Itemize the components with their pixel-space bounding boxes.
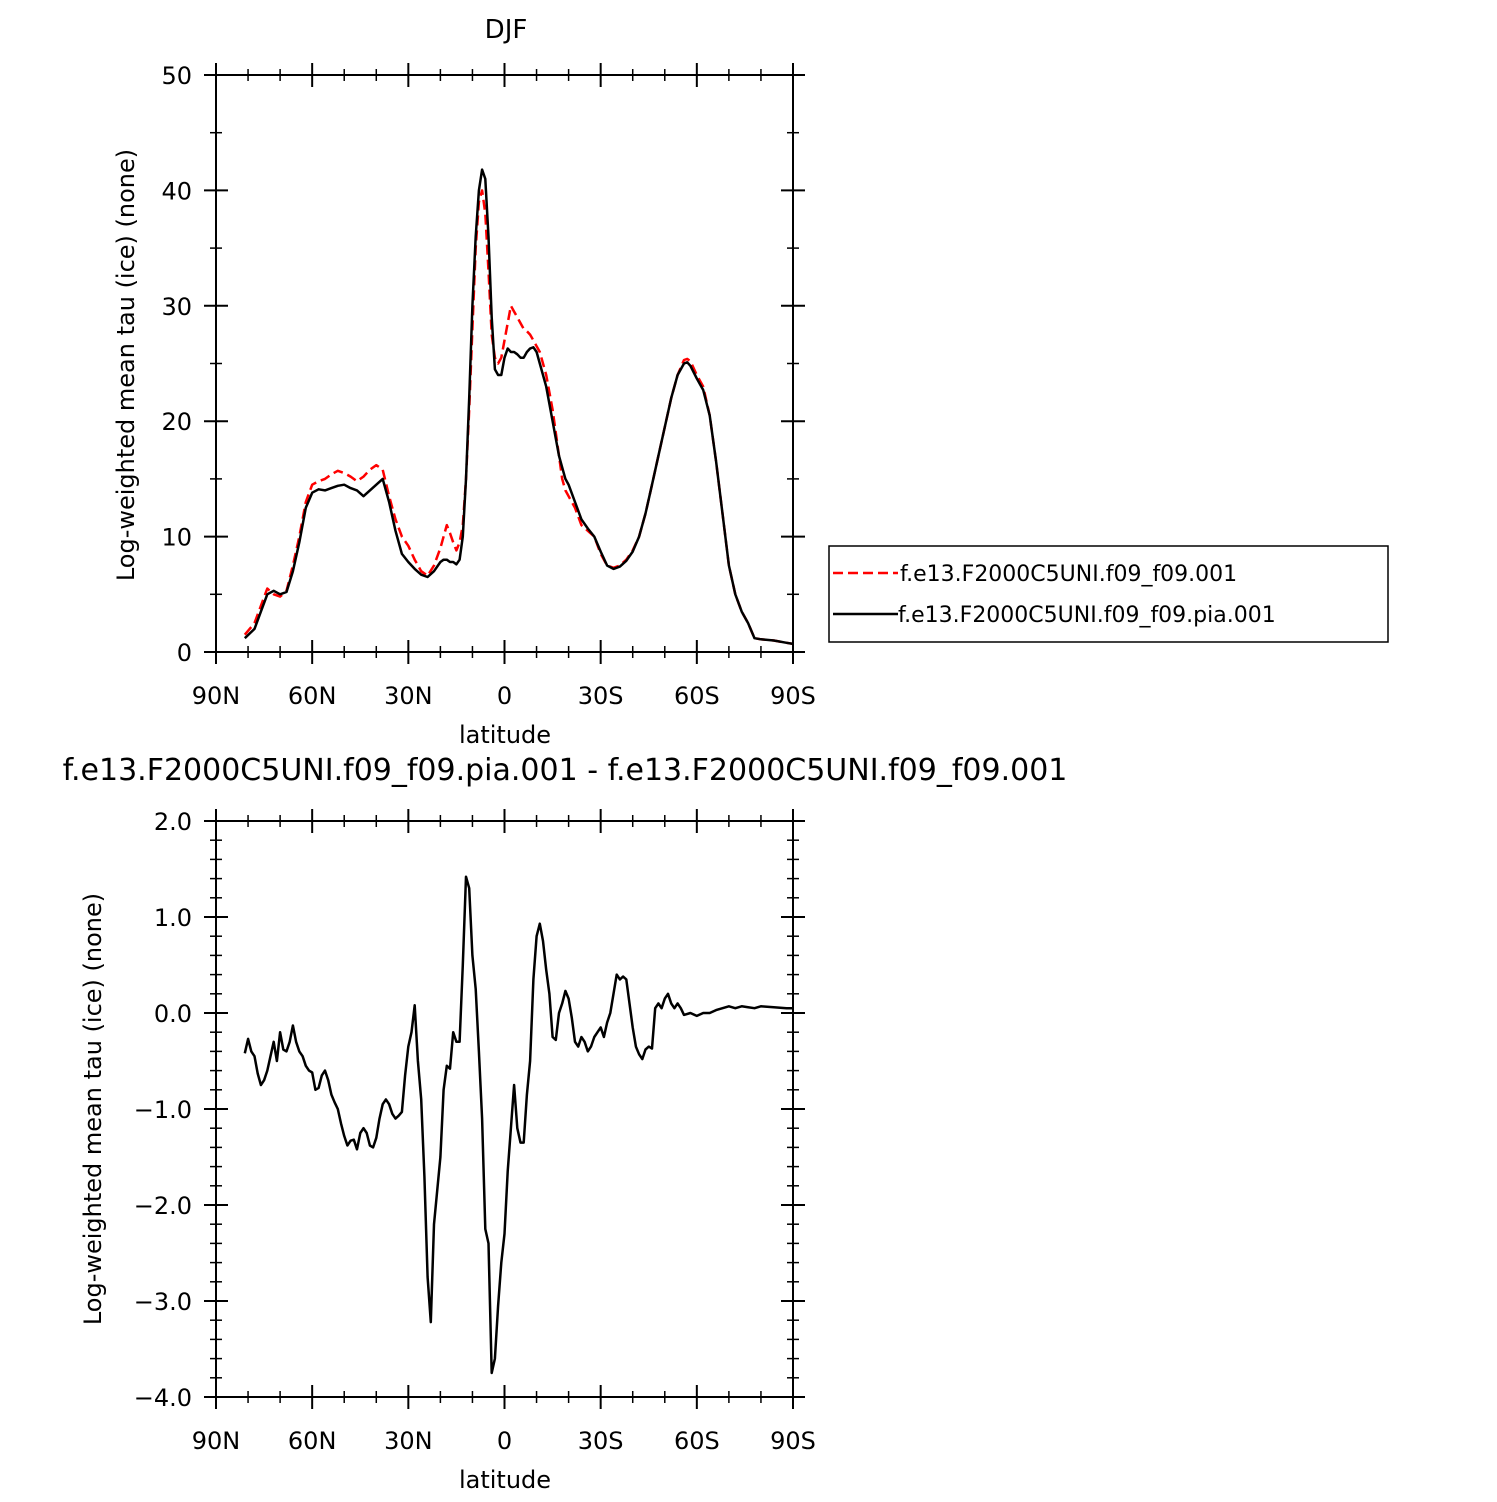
top-panel-title: DJF [485, 15, 528, 45]
legend-box [828, 545, 1389, 643]
y-tick-label: 10 [161, 524, 192, 552]
bottom-panel-title: f.e13.F2000C5UNI.f09_f09.pia.001 - f.e13… [63, 753, 1068, 788]
bottom-panel-y-ticks: 2.0 1.0 0.0 −1.0 −2.0 −3.0 −4.0 [134, 808, 805, 1412]
y-tick-label: 0.0 [154, 1000, 192, 1028]
y-tick-label: 40 [161, 177, 192, 205]
series-line-2 [243, 168, 794, 646]
x-tick-label: 30N [384, 1427, 433, 1455]
x-tick-label: 90N [192, 682, 241, 710]
x-tick-label: 90S [770, 1427, 816, 1455]
bottom-panel: f.e13.F2000C5UNI.f09_f09.pia.001 - f.e13… [63, 753, 1068, 1494]
y-tick-label: −4.0 [134, 1384, 192, 1412]
y-tick-label: −2.0 [134, 1192, 192, 1220]
bottom-panel-x-ticks: 90N 60N 30N 0 30S 60S 90S [192, 809, 816, 1455]
bottom-panel-series [243, 875, 793, 1375]
x-tick-label: 60S [674, 1427, 720, 1455]
bottom-panel-frame [215, 820, 794, 1398]
top-panel-x-axis-label: latitude [459, 721, 551, 749]
x-tick-label: 90N [192, 1427, 241, 1455]
y-tick-label: 50 [161, 62, 192, 90]
series-line-1 [243, 875, 793, 1375]
y-tick-label: 1.0 [154, 904, 192, 932]
legend-label-2: f.e13.F2000C5UNI.f09_f09.pia.001 [898, 603, 1276, 628]
x-tick-label: 30S [578, 682, 624, 710]
top-panel-x-ticks: 90N 60N 30N 0 30S 60S 90S [192, 63, 816, 710]
x-tick-label: 30S [578, 1427, 624, 1455]
y-tick-label: −1.0 [134, 1096, 192, 1124]
top-panel-series [243, 168, 794, 646]
bottom-panel-minor-ticks [210, 815, 799, 1403]
x-tick-label: 0 [497, 682, 512, 710]
x-tick-label: 0 [497, 1427, 512, 1455]
y-tick-label: 0 [177, 639, 192, 667]
y-tick-label: −3.0 [134, 1288, 192, 1316]
legend-label-1: f.e13.F2000C5UNI.f09_f09.001 [900, 562, 1237, 587]
x-tick-label: 60N [288, 1427, 337, 1455]
y-tick-label: 30 [161, 293, 192, 321]
x-tick-label: 30N [384, 682, 433, 710]
bottom-panel-x-axis-label: latitude [459, 1466, 551, 1494]
x-tick-label: 60S [674, 682, 720, 710]
top-panel: DJF 0 10 20 30 40 50 90N 60N 30N 0 30S 60S 90S lati… [112, 15, 816, 749]
y-tick-label: 2.0 [154, 808, 192, 836]
legend: f.e13.F2000C5UNI.f09_f09.001 f.e13.F2000… [828, 545, 1389, 643]
bottom-panel-y-axis-label: Log-weighted mean tau (ice) (none) [79, 893, 107, 1325]
top-panel-y-ticks: 0 10 20 30 40 50 [161, 62, 805, 667]
top-panel-y-axis-label: Log-weighted mean tau (ice) (none) [112, 149, 140, 581]
x-tick-label: 90S [770, 682, 816, 710]
y-tick-label: 20 [161, 408, 192, 436]
x-tick-label: 60N [288, 682, 337, 710]
